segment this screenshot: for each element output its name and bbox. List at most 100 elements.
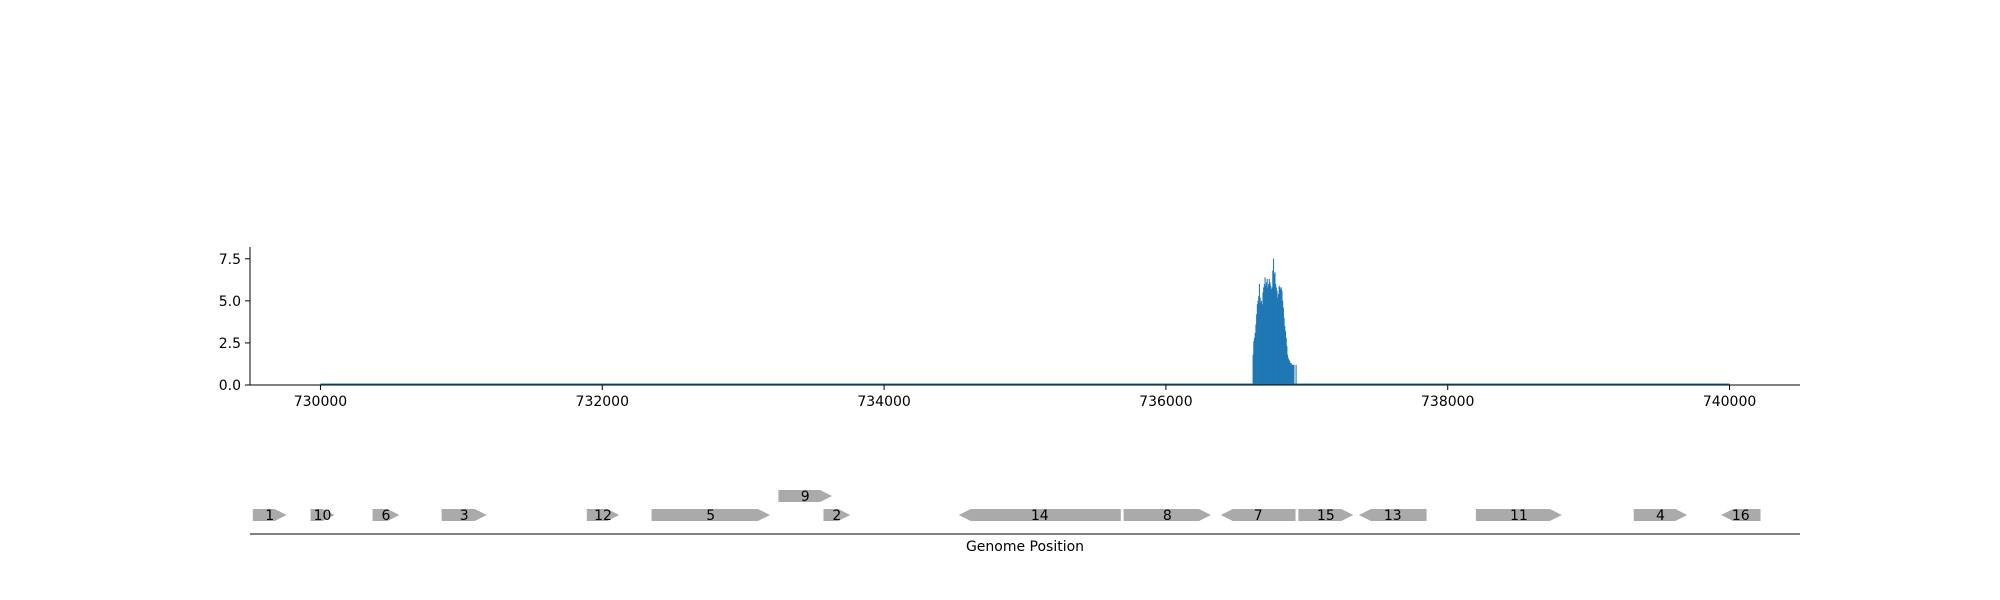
x-tick-label: 732000	[576, 394, 629, 410]
gene-arrow	[372, 509, 400, 521]
coverage-bar	[1274, 272, 1276, 385]
y-tick-label: 0.0	[219, 378, 241, 394]
coverage-bar	[1261, 304, 1263, 385]
gene-label: 1	[265, 508, 274, 524]
coverage-bar	[1258, 295, 1260, 385]
coverage-bar	[1282, 307, 1284, 385]
coverage-bar	[1259, 297, 1261, 385]
gene-label: 9	[801, 489, 810, 505]
gene-label: 3	[460, 508, 469, 524]
gene-arrow	[1220, 509, 1296, 521]
coverage-bar	[1254, 332, 1256, 385]
coverage-bar	[1275, 284, 1277, 385]
coverage-bar	[1265, 285, 1267, 385]
coverage-bar	[1270, 285, 1272, 385]
gene-arrow	[1298, 509, 1354, 521]
x-tick-label: 738000	[1421, 394, 1474, 410]
gene-label: 16	[1732, 508, 1750, 524]
coverage-bar	[1253, 341, 1255, 385]
coverage-bar	[1287, 354, 1289, 385]
x-ticks: 730000 732000 734000 736000 738000 740000	[294, 385, 1756, 410]
coverage-bar	[1285, 337, 1287, 385]
coverage-bar	[1263, 287, 1265, 385]
coverage-bar	[1286, 346, 1288, 385]
coverage-bar	[1289, 363, 1291, 385]
coverage-bar	[1284, 326, 1286, 385]
coverage-bar	[1277, 297, 1279, 385]
x-tick-label: 740000	[1703, 394, 1756, 410]
gene-arrow	[586, 509, 620, 521]
coverage-bars	[1252, 258, 1297, 385]
coverage-bar	[1280, 287, 1282, 385]
coverage-bar	[1273, 273, 1275, 385]
coverage-bar	[1256, 304, 1258, 385]
coverage-bar	[1277, 294, 1279, 385]
y-ticks: 0.0 2.5 5.0 7.5	[219, 252, 250, 394]
coverage-bar	[1258, 284, 1260, 385]
coverage-bar	[1265, 282, 1268, 385]
coverage-bar	[1281, 290, 1283, 385]
coverage-bar	[1272, 270, 1274, 385]
coverage-plot: 0.0 2.5 5.0 7.5 730000 732000 734000 736000 738…	[219, 247, 1800, 410]
x-tick-label: 736000	[1139, 394, 1192, 410]
gene-label: 12	[594, 508, 612, 524]
x-axis-title: Genome Position	[966, 539, 1084, 555]
coverage-bar	[1287, 358, 1289, 385]
coverage-bar	[1284, 331, 1287, 385]
coverage-bar	[1256, 314, 1258, 385]
coverage-bar	[1289, 361, 1291, 385]
y-tick-label: 5.0	[219, 294, 241, 310]
gene-arrow	[778, 490, 832, 502]
coverage-bar	[1279, 287, 1281, 385]
gene-label: 13	[1384, 508, 1402, 524]
coverage-bar	[1266, 278, 1268, 385]
gene-arrow	[1475, 509, 1562, 521]
coverage-bar	[1292, 364, 1294, 385]
coverage-bar	[1255, 324, 1257, 385]
coverage-bar	[1260, 302, 1262, 385]
gene-label: 11	[1510, 508, 1528, 524]
gene-label: 7	[1254, 508, 1263, 524]
gene-arrow	[1358, 509, 1427, 521]
coverage-bar	[1275, 287, 1277, 385]
coverage-bar	[1288, 359, 1290, 385]
coverage-bar	[1282, 300, 1284, 385]
gene-arrow	[958, 509, 1121, 521]
x-tick-label: 734000	[857, 394, 910, 410]
gene-arrow	[1633, 509, 1688, 521]
coverage-bar	[1268, 278, 1270, 385]
coverage-bar	[1270, 289, 1272, 385]
coverage-bar	[1280, 289, 1282, 385]
gene-label: 15	[1317, 508, 1335, 524]
x-tick-label: 730000	[294, 394, 347, 410]
coverage-bar	[1283, 317, 1285, 385]
gene-label: 2	[832, 508, 841, 524]
coverage-bar	[1257, 300, 1259, 385]
gene-arrow	[1123, 509, 1211, 521]
coverage-bar	[1261, 300, 1263, 385]
coverage-bar	[1295, 364, 1297, 385]
coverage-bar	[1267, 287, 1269, 385]
gene-arrow	[651, 509, 770, 521]
gene-label: 4	[1656, 508, 1665, 524]
coverage-bar	[1293, 364, 1295, 385]
gene-arrow	[310, 509, 335, 521]
coverage-bar	[1291, 364, 1293, 385]
gene-arrow	[252, 509, 287, 521]
coverage-bar	[1269, 282, 1271, 385]
gene-arrow	[1721, 509, 1761, 521]
y-tick-label: 7.5	[219, 252, 241, 268]
coverage-axes	[249, 247, 1800, 386]
gene-label: 8	[1163, 508, 1172, 524]
gene-track: 1 10 6 3 12 5 9 2 14 8 7 15 13 11 4 16 Genome Position	[250, 489, 1800, 555]
coverage-bar	[1268, 284, 1270, 385]
coverage-bar	[1253, 337, 1256, 385]
gene-arrow	[441, 509, 487, 521]
gene-label: 5	[706, 508, 715, 524]
coverage-bar	[1252, 354, 1254, 385]
coverage-bar	[1278, 285, 1280, 385]
coverage-bar	[1271, 287, 1273, 385]
coverage-bar	[1290, 363, 1292, 385]
gene-label: 6	[382, 508, 391, 524]
